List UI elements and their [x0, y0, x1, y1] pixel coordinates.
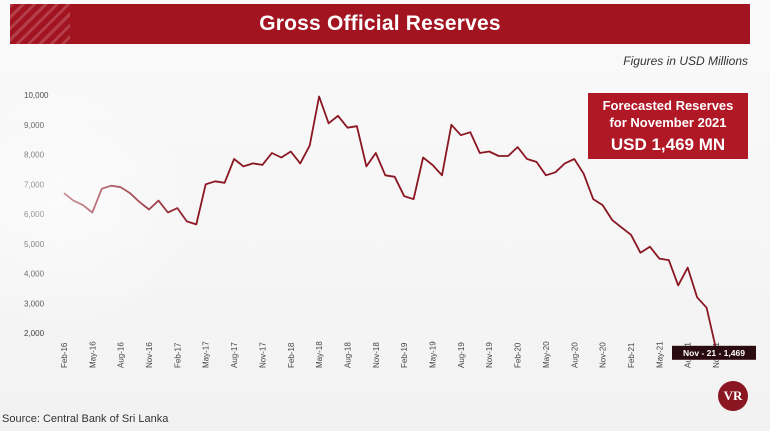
source-note: Source: Central Bank of Sri Lanka [2, 413, 169, 425]
forecast-line-1: Forecasted Reserves [602, 98, 734, 113]
last-point-label: Nov - 21 - 1,469 [683, 348, 745, 358]
last-point-label-bg [672, 345, 756, 360]
x-tick-label: Nov-20 [599, 342, 608, 368]
x-tick-label: May-16 [88, 341, 97, 368]
y-tick-label: 2,000 [24, 329, 45, 338]
y-tick-label: 3,000 [24, 299, 45, 308]
x-tick-label: Nov-17 [258, 342, 267, 368]
chart-title: Gross Official Reserves [259, 12, 501, 35]
y-tick-label: 6,000 [24, 210, 45, 219]
forecast-box: Forecasted Reserves for November 2021 US… [588, 93, 748, 159]
last-point-annotation: Nov - 21 - 1,469 [672, 345, 756, 360]
x-tick-label: May-20 [542, 341, 551, 368]
x-tick-label: Aug-20 [570, 342, 579, 368]
x-tick-label: Feb-20 [514, 342, 523, 368]
x-tick-label: Feb-21 [627, 342, 636, 368]
x-tick-label: Aug-17 [230, 342, 239, 368]
x-tick-label: Nov-16 [145, 342, 154, 368]
y-tick-label: 9,000 [24, 121, 45, 130]
x-tick-label: Aug-16 [117, 342, 126, 368]
forecast-value: USD 1,469 MN [610, 135, 726, 154]
x-tick-label: Feb-18 [287, 342, 296, 368]
forecast-line-2: for November 2021 [609, 115, 727, 130]
y-tick-label: 7,000 [24, 180, 45, 189]
x-tick-label: Aug-18 [343, 342, 352, 368]
x-tick-label: Nov-19 [485, 342, 494, 368]
y-tick-label: 10,000 [24, 91, 49, 100]
x-tick-label: May-21 [655, 341, 664, 368]
x-tick-label: Feb-16 [60, 342, 69, 368]
x-tick-label: Aug-19 [457, 342, 466, 368]
title-bar: Gross Official Reserves [10, 4, 750, 44]
logo-text: VR [723, 388, 743, 403]
y-tick-label: 5,000 [24, 240, 45, 249]
x-tick-label: Feb-17 [173, 342, 182, 368]
x-tick-label: Feb-19 [400, 342, 409, 368]
chart-subtitle: Figures in USD Millions [623, 54, 748, 68]
x-tick-label: May-17 [202, 341, 211, 368]
vr-logo: VR [718, 381, 748, 411]
title-stripes [10, 4, 70, 44]
x-tick-label: May-19 [429, 341, 438, 368]
x-tick-label: Nov-18 [372, 342, 381, 368]
y-tick-label: 4,000 [24, 270, 45, 279]
y-tick-label: 8,000 [24, 151, 45, 160]
x-tick-label: May-18 [315, 341, 324, 368]
